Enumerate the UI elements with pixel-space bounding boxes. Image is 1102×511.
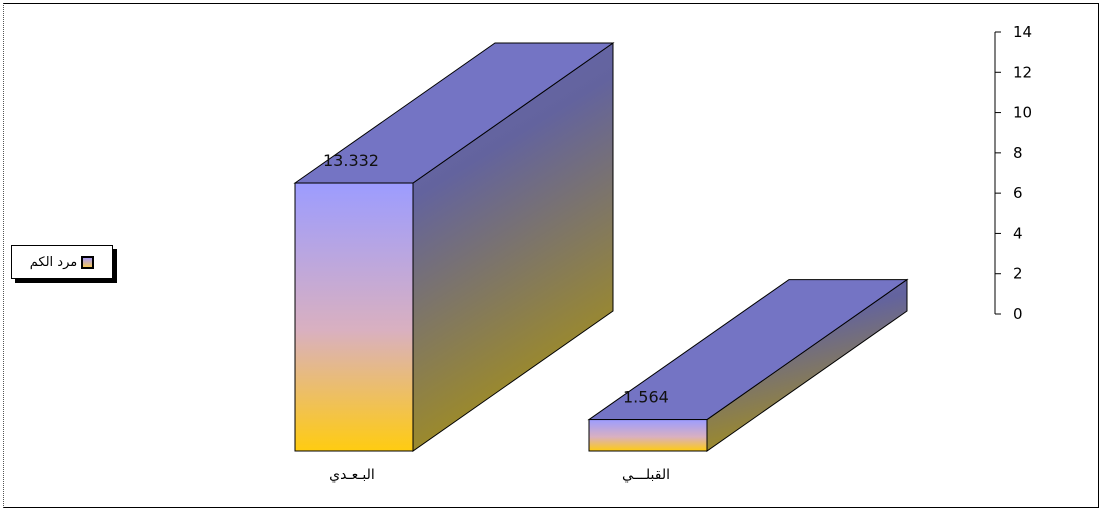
legend-label: مرد الكم: [29, 254, 78, 270]
bars: [293, 42, 909, 452]
y-axis: 14 12 10 8 6 4 2 0: [994, 23, 1032, 323]
data-label: 1.564: [623, 388, 669, 407]
bar-front-face: [588, 419, 708, 452]
bar-front-face: [294, 182, 414, 452]
y-tick-label: 14: [1013, 23, 1032, 41]
y-tick-label: 8: [1013, 144, 1023, 162]
y-tick-label: 10: [1013, 104, 1032, 122]
bar-0: [293, 42, 615, 452]
category-label: القبلـــي: [622, 467, 670, 483]
data-label: 13.332: [323, 151, 379, 170]
y-tick-label: 6: [1013, 184, 1023, 202]
category-label: البـعـدي: [329, 467, 375, 483]
legend: مرد الكم: [11, 245, 113, 279]
y-tick-label: 4: [1013, 224, 1023, 242]
y-tick-label: 2: [1013, 265, 1023, 283]
bar-1: [587, 278, 909, 452]
legend-swatch: [81, 255, 95, 269]
y-tick-label: 0: [1013, 305, 1023, 323]
y-tick-label: 12: [1013, 63, 1032, 81]
labels: 13.332 البـعـدي 1.564 القبلـــي: [323, 151, 670, 483]
